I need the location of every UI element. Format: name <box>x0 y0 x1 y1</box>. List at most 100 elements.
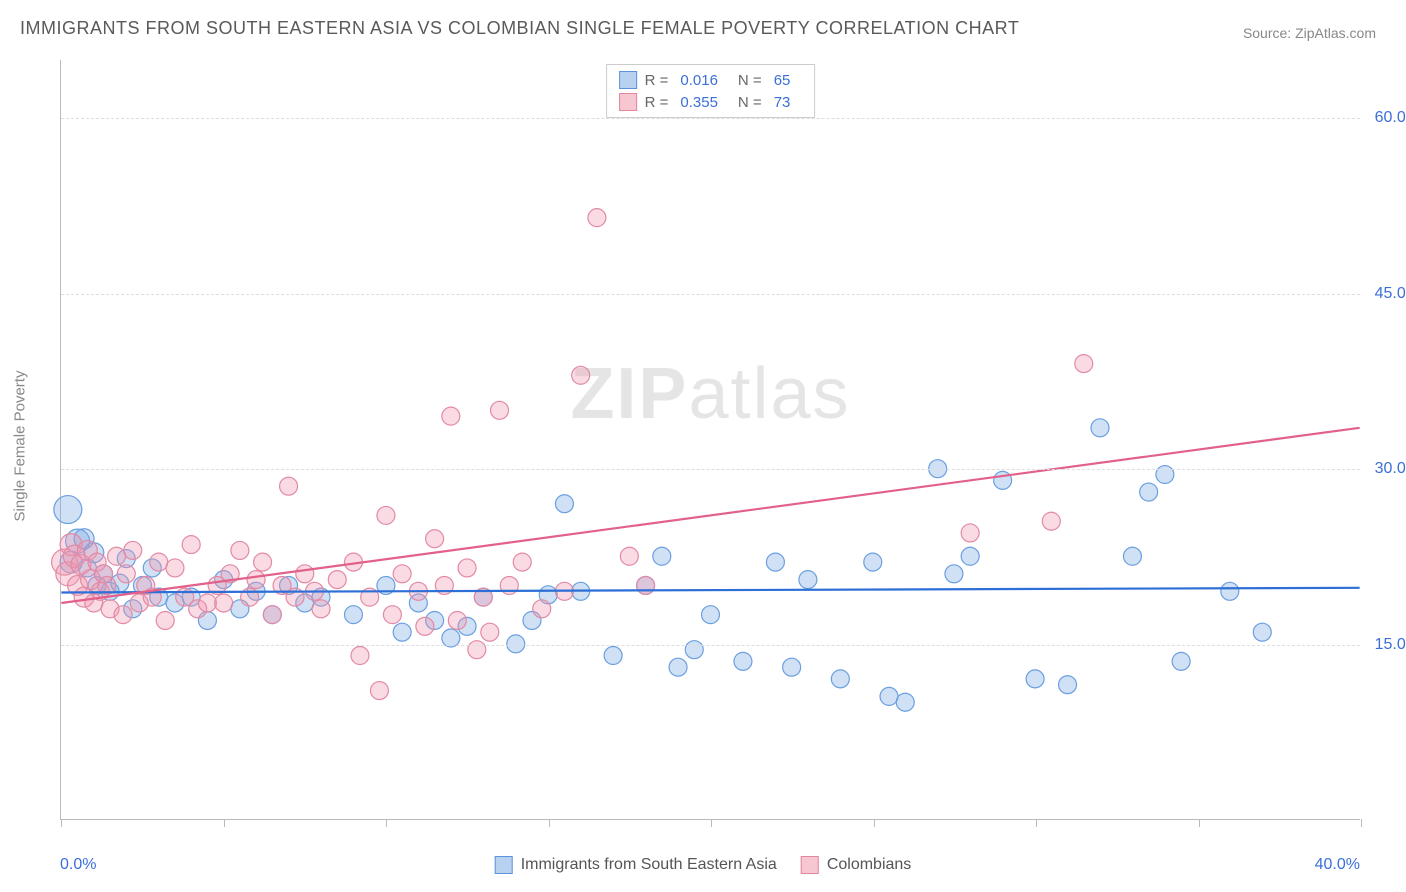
y-tick-label: 45.0% <box>1375 285 1406 303</box>
plot-svg <box>61 60 1360 819</box>
data-point <box>166 559 184 577</box>
data-point <box>377 506 395 524</box>
data-point <box>108 547 126 565</box>
data-point <box>620 547 638 565</box>
trend-line <box>61 428 1359 603</box>
legend-series-label: Immigrants from South Eastern Asia <box>521 856 777 874</box>
data-point <box>426 530 444 548</box>
data-point <box>442 407 460 425</box>
legend-series-item: Immigrants from South Eastern Asia <box>495 856 777 874</box>
legend-series: Immigrants from South Eastern Asia Colomb… <box>495 856 912 874</box>
data-point <box>117 565 135 583</box>
data-point <box>383 606 401 624</box>
data-point <box>864 553 882 571</box>
x-axis-min-label: 0.0% <box>60 856 96 874</box>
data-point <box>831 670 849 688</box>
data-point <box>766 553 784 571</box>
data-point <box>254 553 272 571</box>
data-point <box>124 541 142 559</box>
x-tick <box>1361 819 1362 827</box>
data-point <box>328 571 346 589</box>
data-point <box>1221 582 1239 600</box>
x-axis-max-label: 40.0% <box>1315 856 1360 874</box>
data-point <box>448 612 466 630</box>
data-point <box>231 541 249 559</box>
data-point <box>54 496 82 524</box>
data-point <box>247 571 265 589</box>
data-point <box>393 565 411 583</box>
data-point <box>588 209 606 227</box>
data-point <box>296 565 314 583</box>
data-point <box>1172 652 1190 670</box>
data-point <box>312 600 330 618</box>
source-label: Source: ZipAtlas.com <box>1243 25 1376 41</box>
data-point <box>783 658 801 676</box>
grid-line <box>61 645 1360 646</box>
data-point <box>637 576 655 594</box>
grid-line <box>61 469 1360 470</box>
data-point <box>263 606 281 624</box>
data-point <box>156 612 174 630</box>
chart-container: IMMIGRANTS FROM SOUTH EASTERN ASIA VS CO… <box>0 0 1406 892</box>
x-tick <box>61 819 62 827</box>
data-point <box>669 658 687 676</box>
y-tick-label: 30.0% <box>1375 460 1406 478</box>
data-point <box>1123 547 1141 565</box>
data-point <box>702 606 720 624</box>
legend-series-item: Colombians <box>801 856 911 874</box>
data-point <box>215 594 233 612</box>
x-tick <box>711 819 712 827</box>
data-point <box>945 565 963 583</box>
grid-line <box>61 294 1360 295</box>
data-point <box>734 652 752 670</box>
x-tick <box>874 819 875 827</box>
y-tick-label: 60.0% <box>1375 109 1406 127</box>
x-tick <box>1199 819 1200 827</box>
data-point <box>150 553 168 571</box>
data-point <box>491 401 509 419</box>
data-point <box>604 647 622 665</box>
x-tick <box>549 819 550 827</box>
plot-area: ZIPatlas R =0.016N =65R =0.355N =73 15.0… <box>60 60 1360 820</box>
data-point <box>1026 670 1044 688</box>
x-tick <box>1036 819 1037 827</box>
data-point <box>572 366 590 384</box>
data-point <box>370 682 388 700</box>
data-point <box>198 594 216 612</box>
data-point <box>114 606 132 624</box>
data-point <box>555 495 573 513</box>
data-point <box>416 617 434 635</box>
data-point <box>393 623 411 641</box>
data-point <box>1042 512 1060 530</box>
data-point <box>182 536 200 554</box>
data-point <box>1075 355 1093 373</box>
data-point <box>533 600 551 618</box>
data-point <box>344 606 362 624</box>
grid-line <box>61 118 1360 119</box>
data-point <box>896 693 914 711</box>
data-point <box>1091 419 1109 437</box>
legend-swatch <box>801 856 819 874</box>
legend-series-label: Colombians <box>827 856 911 874</box>
data-point <box>280 477 298 495</box>
data-point <box>653 547 671 565</box>
data-point <box>1140 483 1158 501</box>
chart-title: IMMIGRANTS FROM SOUTH EASTERN ASIA VS CO… <box>20 18 1019 39</box>
data-point <box>1059 676 1077 694</box>
data-point <box>685 641 703 659</box>
y-tick-label: 15.0% <box>1375 636 1406 654</box>
data-point <box>351 647 369 665</box>
data-point <box>513 553 531 571</box>
data-point <box>799 571 817 589</box>
legend-swatch <box>495 856 513 874</box>
x-tick <box>224 819 225 827</box>
data-point <box>468 641 486 659</box>
data-point <box>961 547 979 565</box>
data-point <box>458 559 476 577</box>
y-axis-title: Single Female Poverty <box>12 371 29 522</box>
data-point <box>481 623 499 641</box>
data-point <box>880 687 898 705</box>
x-tick <box>386 819 387 827</box>
data-point <box>961 524 979 542</box>
data-point <box>1253 623 1271 641</box>
